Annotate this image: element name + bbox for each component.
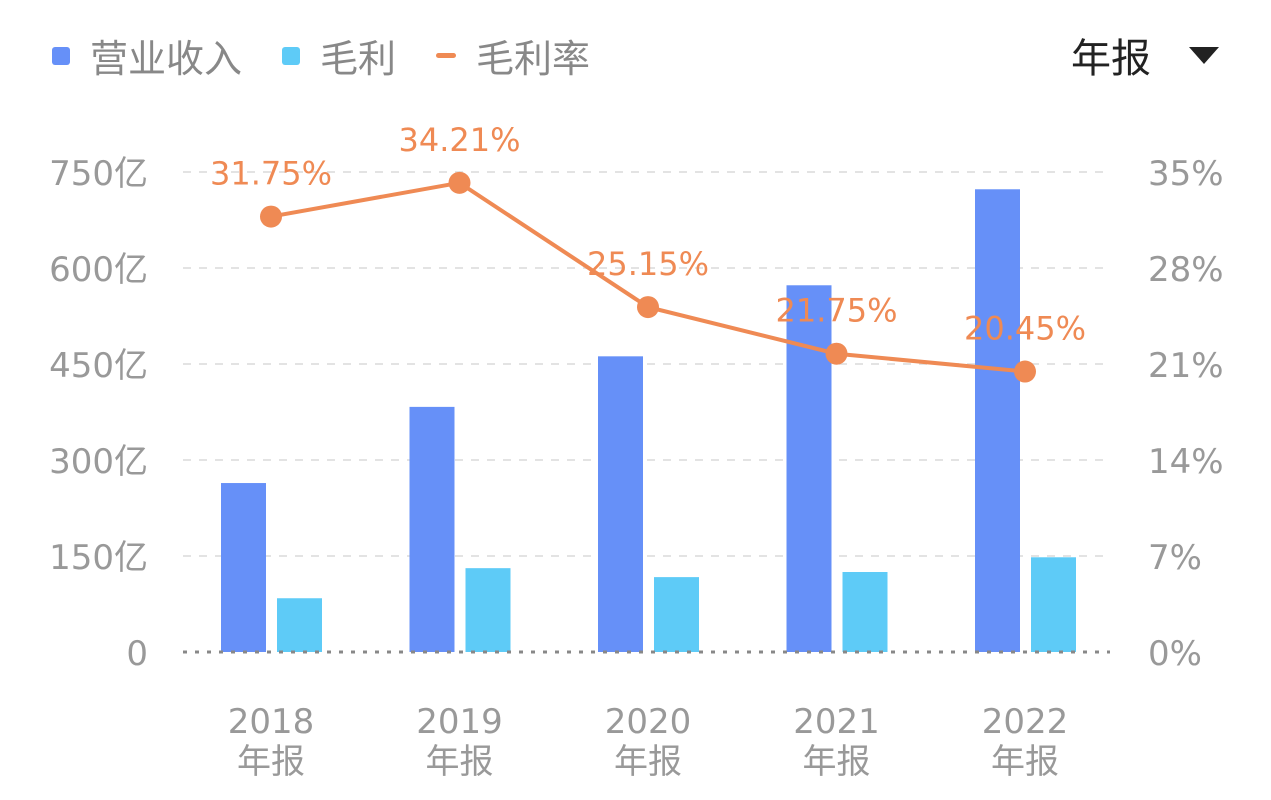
- x-tick-label: 2019: [416, 702, 503, 742]
- x-tick-label: 年报: [991, 742, 1059, 782]
- gross-margin-data-label: 34.21%: [398, 121, 520, 159]
- period-dropdown[interactable]: 年报: [1071, 26, 1219, 84]
- y-right-tick-label: 7%: [1148, 538, 1202, 578]
- y-left-tick-label: 600亿: [49, 250, 148, 290]
- y-left-tick-label: 450亿: [49, 346, 148, 386]
- y-left-tick-label: 150亿: [49, 538, 148, 578]
- y-right-tick-label: 14%: [1148, 442, 1224, 482]
- gross-margin-data-label: 31.75%: [210, 155, 332, 193]
- gross-margin-point: [260, 205, 282, 228]
- y-right-tick-label: 21%: [1148, 346, 1224, 386]
- bar-revenue: [409, 406, 455, 652]
- x-tick-label: 年报: [426, 742, 494, 782]
- gross-margin-point: [637, 296, 659, 319]
- legend-swatch: [436, 53, 457, 58]
- legend: 营业收入 毛利 毛利率: [52, 28, 630, 83]
- y-right-tick-label: 28%: [1148, 250, 1224, 290]
- legend-item-gross-profit[interactable]: 毛利: [282, 28, 396, 83]
- x-tick-label: 年报: [237, 742, 305, 782]
- legend-swatch: [52, 46, 70, 65]
- triangle-down-icon: [1189, 46, 1219, 64]
- bar-gross-profit: [277, 598, 322, 652]
- gross-margin-point: [448, 171, 471, 194]
- legend-label: 毛利: [320, 37, 397, 81]
- period-label: 年报: [1071, 36, 1151, 82]
- x-tick-label: 2018: [228, 702, 315, 742]
- x-tick-label: 年报: [803, 742, 871, 782]
- bar-gross-profit: [654, 577, 699, 652]
- y-right-tick-label: 35%: [1148, 154, 1224, 194]
- legend-item-gross-margin[interactable]: 毛利率: [436, 28, 590, 83]
- y-left-tick-label: 300亿: [49, 442, 148, 482]
- bar-revenue: [975, 189, 1020, 652]
- bar-gross-profit: [842, 572, 888, 652]
- bar-gross-profit: [465, 568, 511, 652]
- y-left-tick-label: 0: [126, 634, 148, 674]
- gross-margin-point: [825, 342, 848, 365]
- legend-item-revenue[interactable]: 营业收入: [52, 28, 242, 83]
- legend-label: 营业收入: [90, 37, 243, 81]
- x-tick-label: 2022: [982, 702, 1069, 742]
- x-tick-label: 年报: [614, 742, 682, 782]
- legend-swatch: [282, 46, 301, 65]
- legend-label: 毛利率: [476, 37, 591, 81]
- y-left-tick-label: 750亿: [49, 154, 148, 194]
- bar-revenue: [598, 356, 643, 652]
- gross-margin-data-label: 20.45%: [964, 310, 1086, 348]
- x-tick-label: 2020: [605, 702, 692, 742]
- bar-revenue: [786, 285, 832, 652]
- gross-margin-data-label: 25.15%: [587, 245, 709, 283]
- gross-margin-point: [1014, 360, 1036, 383]
- gross-margin-data-label: 21.75%: [775, 292, 897, 330]
- bar-revenue: [221, 483, 266, 652]
- bar-gross-profit: [1031, 557, 1076, 652]
- x-tick-label: 2021: [793, 702, 880, 742]
- y-right-tick-label: 0%: [1148, 634, 1202, 674]
